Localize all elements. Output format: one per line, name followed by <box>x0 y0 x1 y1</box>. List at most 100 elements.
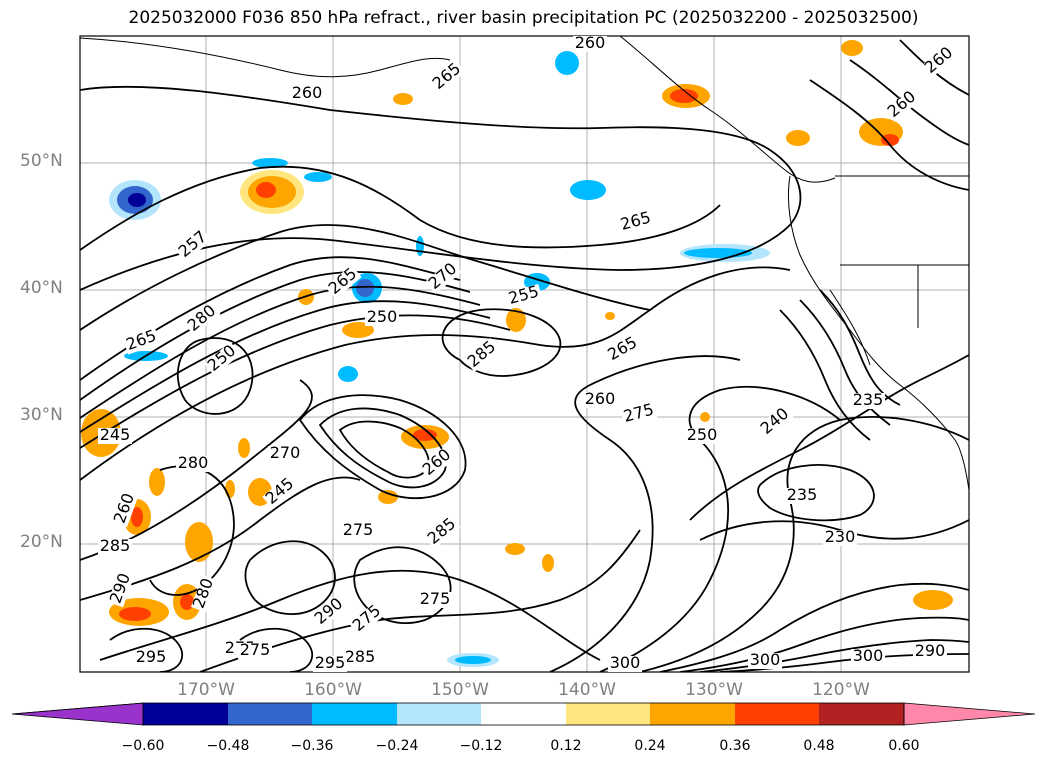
anomaly-blob <box>131 507 143 527</box>
contour-label-bg <box>425 259 462 294</box>
contour-label-bg <box>365 310 399 326</box>
contour-label: 275 <box>343 520 374 539</box>
anomaly-blob <box>185 522 213 562</box>
anomaly-blob <box>605 312 615 320</box>
anomaly-blob <box>149 468 165 496</box>
lon-label-150w: 150°W <box>431 680 489 700</box>
contour-label-bg <box>685 428 719 444</box>
anomaly-blob <box>670 89 698 103</box>
contour-label-bg <box>262 474 299 509</box>
colorbar-segment <box>566 703 650 725</box>
anomaly-blob <box>505 543 525 555</box>
anomaly-blob <box>180 594 194 610</box>
contour-label: 275 <box>420 589 451 608</box>
contour-label-bg <box>175 227 212 262</box>
contour-label-bg <box>429 59 466 94</box>
anomaly-blob <box>356 279 374 297</box>
anomaly-blob <box>252 158 288 168</box>
map-title: 2025032000 F036 850 hPa refract., river … <box>128 8 919 28</box>
lat-label-40n: 40°N <box>20 278 63 298</box>
contour-label-bg <box>418 592 452 608</box>
anomaly-blob <box>393 93 413 105</box>
contour-label-bg <box>290 86 324 102</box>
contour-label-bg <box>583 392 617 408</box>
contour-label-bg <box>851 393 885 409</box>
anomaly-blob <box>700 412 710 422</box>
contour-label: 300 <box>750 650 781 669</box>
colorbar <box>11 702 1036 726</box>
contour-label: 275 <box>240 640 271 659</box>
colorbar-extend-high <box>903 702 1036 726</box>
contour-label: 250 <box>367 307 398 326</box>
contour-label-bg <box>785 488 819 504</box>
colorbar-segment <box>312 703 397 725</box>
contour-label-bg <box>311 594 348 629</box>
contour-label-bg <box>823 530 857 546</box>
colorbar-segment <box>650 703 735 725</box>
anomaly-blob <box>555 51 579 75</box>
contour-label: 270 <box>270 443 301 462</box>
colorbar-extend-low <box>11 702 144 726</box>
contour-label-bg <box>343 650 377 666</box>
plot-frame <box>79 35 970 673</box>
lon-label-130w: 130°W <box>685 680 743 700</box>
colorbar-segment <box>143 703 228 725</box>
contour-label-bg <box>98 428 132 444</box>
contour-label-bg <box>884 87 921 122</box>
lon-label-170w: 170°W <box>177 680 235 700</box>
contour-label-bg <box>107 569 135 608</box>
colorbar-segment <box>819 703 904 725</box>
contour-label-bg <box>98 539 132 555</box>
precipitation-fill <box>81 40 953 667</box>
anomaly-blob <box>786 130 810 146</box>
contour-label: 245 <box>100 425 131 444</box>
anomaly-blob <box>841 40 863 56</box>
contour-label-bg <box>748 653 782 669</box>
anomaly-blob <box>542 554 554 572</box>
contour-label-bg <box>349 601 386 636</box>
contour-label-bg <box>573 36 607 52</box>
anomaly-blob <box>128 193 146 207</box>
contour-label-bg <box>921 43 958 78</box>
contour-label: 285 <box>100 536 131 555</box>
contour-label-bg <box>608 656 642 672</box>
contour-label: 300 <box>610 653 641 672</box>
contour-label: 295 <box>136 647 167 666</box>
colorbar-tick: 0.24 <box>634 738 666 754</box>
anomaly-blob <box>413 429 437 441</box>
contour-label-bg <box>617 210 655 235</box>
anomaly-blob <box>506 308 526 332</box>
contour-label: 260 <box>292 83 323 102</box>
colorbar-tick: −0.36 <box>290 738 334 754</box>
colorbar-segment <box>228 703 312 725</box>
contour-label-bg <box>604 334 642 365</box>
colorbar-segment <box>481 703 566 725</box>
anomaly-blob <box>238 438 250 458</box>
contour-label-bg <box>419 445 456 480</box>
colorbar-tick: −0.12 <box>459 738 503 754</box>
contour-label: 295 <box>315 653 346 672</box>
colorbar-segment <box>397 703 481 725</box>
colorbar-tick: 0.60 <box>888 738 920 754</box>
anomaly-blob <box>338 366 358 382</box>
colorbar-tick: −0.48 <box>206 738 250 754</box>
contour-label: 280 <box>178 453 209 472</box>
colorbar-tick: −0.24 <box>375 738 419 754</box>
anomaly-blob <box>119 607 151 621</box>
contour-label-bg <box>325 264 362 299</box>
colorbar-tick: 0.48 <box>803 738 835 754</box>
contour-label-bg <box>111 489 139 528</box>
contour-label-bg <box>122 327 161 355</box>
anomaly-blob <box>570 180 606 200</box>
anomaly-blob <box>416 236 424 256</box>
contour-label-bg <box>176 456 210 472</box>
coastlines <box>80 36 969 491</box>
graticule <box>80 36 969 672</box>
contour-label: 230 <box>825 527 856 546</box>
contour-label-bg <box>505 284 543 309</box>
contour-label: 235 <box>853 390 884 409</box>
anomaly-blob <box>881 134 899 146</box>
contour-label: 260 <box>575 33 606 52</box>
contour-label-bg <box>190 574 218 613</box>
